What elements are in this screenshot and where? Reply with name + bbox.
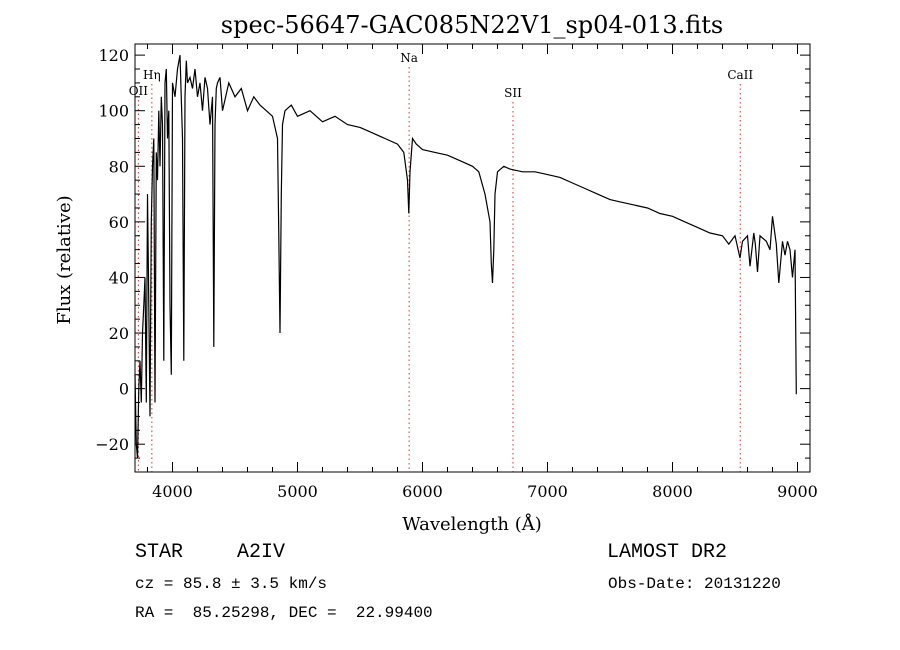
y-tick-label: −20 <box>95 435 129 454</box>
obs-date: Obs-Date: 20131220 <box>608 575 781 593</box>
line-label-na: Na <box>400 51 418 65</box>
y-tick-label: 20 <box>109 324 129 343</box>
x-tick-label: 4000 <box>152 482 193 501</box>
x-tick-label: 6000 <box>402 482 443 501</box>
y-tick-label: 40 <box>109 268 129 287</box>
spectrum-line <box>134 54 797 459</box>
redshift-line: cz = 85.8 ± 3.5 km/s <box>135 575 328 593</box>
x-axis-label: Wavelength (Å) <box>402 513 542 535</box>
object-subclass: A2IV <box>237 541 286 564</box>
y-tick-label: 120 <box>98 46 129 65</box>
survey-label: LAMOST DR2 <box>607 541 728 564</box>
coordinates-line: RA = 85.25298, DEC = 22.99400 <box>135 604 433 622</box>
object-class: STAR <box>135 541 184 564</box>
y-tick-label: 80 <box>109 157 129 176</box>
x-tick-label: 9000 <box>777 482 818 501</box>
x-axis-ticks: 4000 5000 6000 7000 8000 9000 <box>147 44 818 501</box>
y-axis-label: Flux (relative) <box>54 195 75 324</box>
emission-line-markers <box>137 67 741 472</box>
chart-title: spec-56647-GAC085N22V1_sp04-013.fits <box>221 11 723 39</box>
line-label-sii: SII <box>504 86 522 100</box>
x-tick-label: 8000 <box>652 482 693 501</box>
x-tick-label: 7000 <box>527 482 568 501</box>
y-tick-label: 100 <box>98 102 129 121</box>
y-tick-label: 0 <box>119 380 129 399</box>
plot-frame <box>134 43 811 473</box>
y-tick-label: 60 <box>109 213 129 232</box>
x-tick-label: 5000 <box>277 482 318 501</box>
line-label-caii: CaII <box>727 68 753 82</box>
line-label-oii: OII <box>129 84 149 98</box>
y-axis-ticks: −20 0 20 40 60 80 100 120 <box>95 46 810 459</box>
emission-line-labels: OII Hη Na SII CaII <box>129 51 754 100</box>
line-label-hη: Hη <box>143 68 161 82</box>
